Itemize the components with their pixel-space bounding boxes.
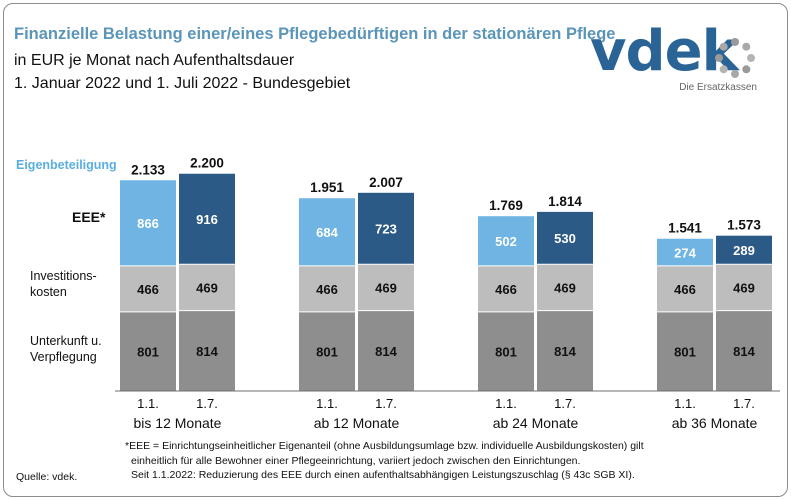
category-label: ab 24 Monate — [493, 415, 579, 431]
label-investitionskosten: Investitions- kosten — [30, 269, 97, 299]
label-unterkunft-verpflegung: Unterkunft u. Verpflegung — [30, 334, 102, 364]
logo-tagline: Die Ersatzkassen — [679, 82, 757, 93]
tick-label-date: 1.1. — [316, 396, 338, 411]
data-label-unterkunft: 801 — [316, 344, 338, 359]
label-eee: EEE* — [72, 209, 106, 225]
tick-label-date: 1.1. — [495, 396, 517, 411]
bar-segment-unterkunft — [299, 311, 355, 391]
category-label: ab 12 Monate — [314, 415, 400, 431]
data-label-unterkunft: 814 — [733, 344, 755, 359]
data-label-investitionskosten: 466 — [495, 282, 517, 297]
data-label-unterkunft: 801 — [674, 344, 696, 359]
data-label-investitionskosten: 469 — [554, 280, 576, 295]
bar-segment-eee — [657, 238, 713, 266]
bar-segment-investitionskosten — [358, 264, 414, 311]
bar-segment-unterkunft — [657, 311, 713, 391]
bar-segment-investitionskosten — [716, 264, 772, 311]
data-label-eee: 274 — [674, 245, 696, 260]
data-label-investitionskosten: 469 — [733, 280, 755, 295]
bar-segment-investitionskosten — [120, 265, 176, 312]
vdek-logo: vdek Die Ersatzkassen — [588, 22, 763, 100]
bar-segment-investitionskosten — [299, 265, 355, 312]
bar-segment-unterkunft — [537, 310, 593, 391]
data-label-unterkunft: 814 — [554, 344, 576, 359]
data-label-total: 2.133 — [131, 162, 165, 177]
bar-segment-investitionskosten — [657, 265, 713, 312]
data-label-eee: 916 — [196, 212, 218, 227]
data-label-investitionskosten: 466 — [137, 282, 159, 297]
data-label-investitionskosten: 469 — [196, 280, 218, 295]
data-label-total: 2.200 — [190, 156, 224, 171]
logo-wordmark: vdek — [590, 19, 739, 84]
category-label: ab 36 Monate — [672, 415, 758, 431]
bar-segment-unterkunft — [358, 310, 414, 391]
tick-label-date: 1.7. — [375, 396, 397, 411]
chart-subtitle-2: 1. Januar 2022 und 1. Juli 2022 - Bundes… — [14, 75, 351, 92]
tick-label-date: 1.1. — [137, 396, 159, 411]
tick-label-date: 1.7. — [554, 396, 576, 411]
bar-segment-eee — [478, 216, 534, 266]
bar-segment-eee — [537, 211, 593, 265]
tick-label-date: 1.1. — [674, 396, 696, 411]
bar-segment-unterkunft — [478, 311, 534, 391]
data-label-investitionskosten: 466 — [674, 282, 696, 297]
footnote: *EEE = Einrichtungseinheitlicher Eigenan… — [125, 440, 644, 481]
label-eigenbeteiligung: Eigenbeteiligung — [16, 158, 117, 172]
chart-subtitle-1: in EUR je Monat nach Aufenthaltsdauer — [14, 52, 295, 69]
bar-segment-eee — [179, 173, 235, 265]
bar-segment-unterkunft — [179, 310, 235, 391]
data-label-total: 1.814 — [548, 194, 582, 209]
data-label-eee: 723 — [375, 222, 397, 237]
data-label-eee: 289 — [733, 243, 755, 258]
logo-ring-icon — [715, 38, 755, 78]
tick-label-date: 1.7. — [196, 396, 218, 411]
source-note: Quelle: vdek. — [16, 471, 78, 483]
data-label-total: 1.951 — [310, 180, 344, 195]
data-label-unterkunft: 814 — [196, 344, 218, 359]
data-label-investitionskosten: 466 — [316, 282, 338, 297]
bar-segment-unterkunft — [120, 311, 176, 391]
bar-segment-investitionskosten — [179, 264, 235, 311]
bar-segment-investitionskosten — [478, 265, 534, 312]
bar-segment-eee — [120, 180, 176, 266]
data-label-unterkunft: 801 — [137, 344, 159, 359]
data-label-eee: 530 — [554, 231, 576, 246]
bar-segment-unterkunft — [716, 310, 772, 391]
tick-label-date: 1.7. — [733, 396, 755, 411]
bar-segment-eee — [299, 198, 355, 266]
data-label-eee: 502 — [495, 234, 517, 249]
data-label-unterkunft: 801 — [495, 344, 517, 359]
bar-segment-eee — [358, 192, 414, 265]
data-label-investitionskosten: 469 — [375, 280, 397, 295]
data-label-eee: 866 — [137, 216, 159, 231]
data-label-total: 1.573 — [727, 218, 761, 233]
data-label-eee: 684 — [316, 225, 338, 240]
data-label-total: 1.541 — [668, 221, 702, 236]
data-label-total: 1.769 — [489, 198, 523, 213]
data-label-unterkunft: 814 — [375, 344, 397, 359]
bar-segment-investitionskosten — [537, 264, 593, 311]
bar-segment-eee — [716, 235, 772, 265]
category-label: bis 12 Monate — [134, 415, 222, 431]
chart-title: Finanzielle Belastung einer/eines Pflege… — [14, 25, 616, 43]
data-label-total: 2.007 — [369, 175, 403, 190]
